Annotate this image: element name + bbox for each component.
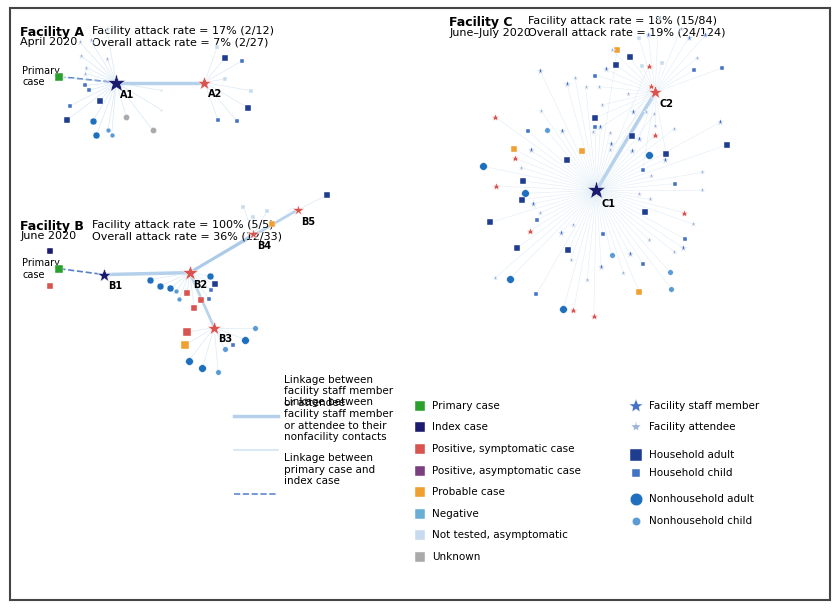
Text: Positive, asymptomatic case: Positive, asymptomatic case — [432, 466, 580, 475]
Text: Facility attendee: Facility attendee — [649, 423, 736, 432]
Text: A2: A2 — [208, 89, 223, 99]
Text: Negative: Negative — [432, 509, 479, 519]
Text: Positive, symptomatic case: Positive, symptomatic case — [432, 444, 575, 454]
Text: Facility attack rate = 100% (5/5): Facility attack rate = 100% (5/5) — [92, 219, 273, 230]
Text: B4: B4 — [257, 241, 271, 251]
Text: June 2020: June 2020 — [20, 232, 76, 241]
Text: Facility attack rate = 17% (2/12): Facility attack rate = 17% (2/12) — [92, 26, 274, 36]
Text: Linkage between
facility staff member
or attendee: Linkage between facility staff member or… — [284, 375, 393, 408]
Text: Unknown: Unknown — [432, 552, 480, 562]
Text: Primary
case: Primary case — [22, 258, 60, 280]
Text: Facility B: Facility B — [20, 219, 84, 233]
Text: Not tested, asymptomatic: Not tested, asymptomatic — [432, 530, 568, 541]
Text: Household adult: Household adult — [649, 450, 734, 460]
Text: B5: B5 — [302, 217, 316, 227]
Text: Facility attack rate = 18% (15/84): Facility attack rate = 18% (15/84) — [528, 16, 717, 26]
Text: Primary case: Primary case — [432, 401, 500, 411]
Text: Nonhousehold adult: Nonhousehold adult — [649, 494, 754, 504]
Text: Overall attack rate = 7% (2/27): Overall attack rate = 7% (2/27) — [92, 38, 268, 47]
Text: B3: B3 — [218, 334, 232, 344]
Text: Household child: Household child — [649, 468, 732, 477]
Text: Index case: Index case — [432, 423, 488, 432]
Text: Facility A: Facility A — [20, 26, 84, 39]
Text: C2: C2 — [659, 99, 673, 109]
Text: A1: A1 — [120, 91, 134, 100]
Text: Nonhousehold child: Nonhousehold child — [649, 516, 753, 525]
Text: C1: C1 — [601, 199, 616, 209]
Text: Primary
case: Primary case — [22, 66, 60, 88]
Text: April 2020: April 2020 — [20, 38, 77, 47]
Text: Facility C: Facility C — [449, 16, 513, 29]
Text: Overall attack rate = 19% (24/124): Overall attack rate = 19% (24/124) — [528, 27, 725, 38]
Text: Overall attack rate = 36% (12/33): Overall attack rate = 36% (12/33) — [92, 232, 281, 241]
Text: Facility staff member: Facility staff member — [649, 401, 759, 411]
Text: Linkage between
facility staff member
or attendee to their
nonfacility contacts: Linkage between facility staff member or… — [284, 398, 393, 442]
Text: Linkage between
primary case and
index case: Linkage between primary case and index c… — [284, 453, 375, 486]
Text: Probable case: Probable case — [432, 487, 505, 497]
Text: June–July 2020: June–July 2020 — [449, 27, 531, 38]
Text: B2: B2 — [194, 280, 207, 291]
Text: B1: B1 — [108, 282, 123, 291]
